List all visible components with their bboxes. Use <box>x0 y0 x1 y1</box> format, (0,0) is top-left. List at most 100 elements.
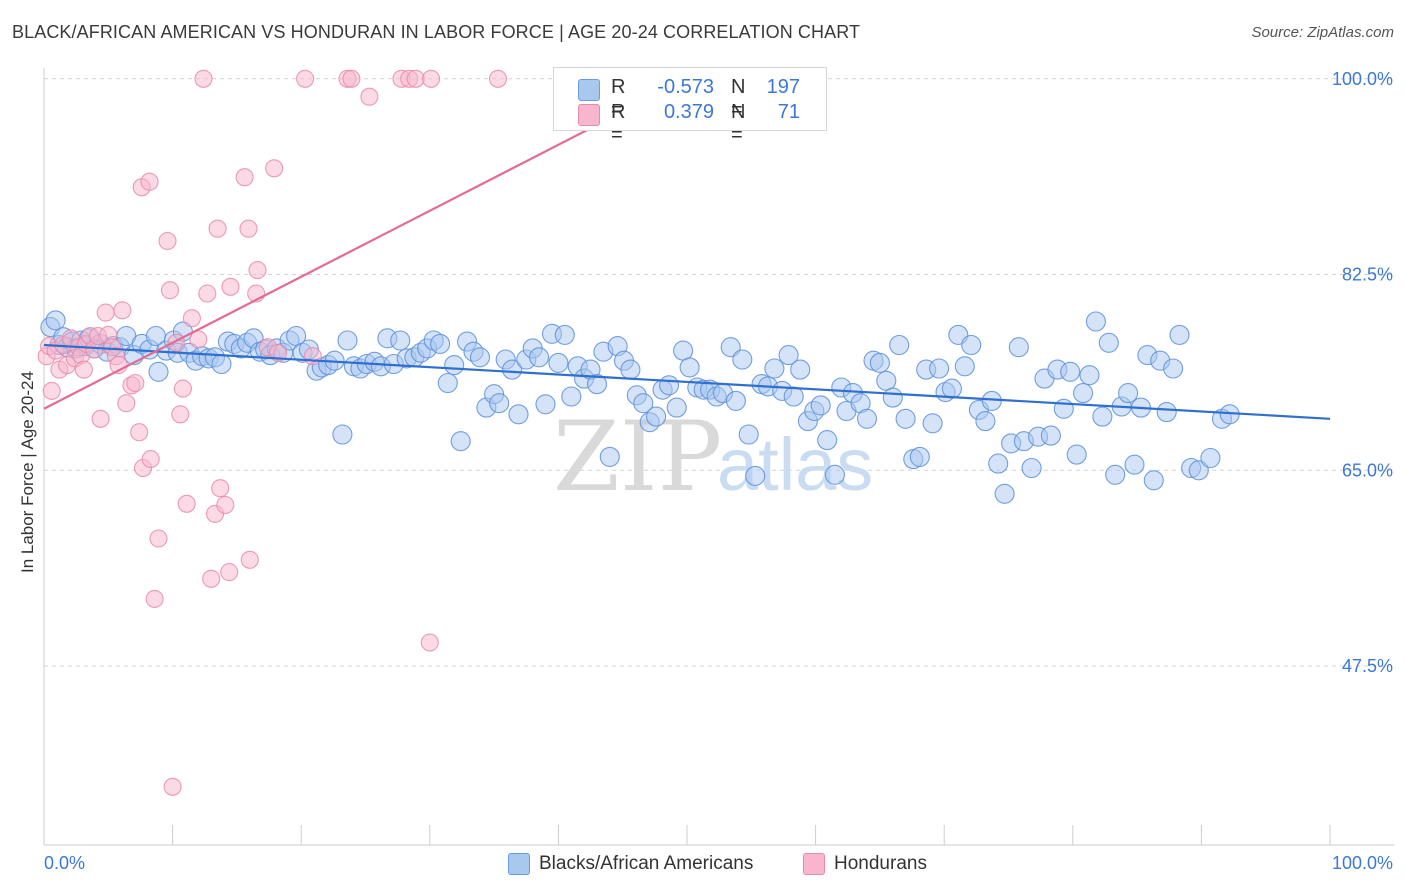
point-hondurans <box>211 479 230 498</box>
point-blacks <box>1060 361 1081 382</box>
point-blacks <box>673 340 694 361</box>
legend-swatch-hondurans <box>803 853 825 875</box>
legend-r-value: -0.573 <box>657 76 714 98</box>
point-hondurans <box>202 569 221 588</box>
point-blacks <box>390 330 411 351</box>
point-blacks <box>646 406 667 427</box>
point-hondurans <box>216 495 235 515</box>
point-hondurans <box>91 409 110 428</box>
legend-swatch-blacks <box>578 79 600 101</box>
point-blacks <box>1085 311 1106 332</box>
point-hondurans <box>74 360 93 379</box>
y-tick-label: 82.5% <box>1342 265 1393 285</box>
point-hondurans <box>488 69 508 88</box>
legend-r-label: R = <box>611 101 626 146</box>
point-blacks <box>1073 383 1094 404</box>
point-blacks <box>1021 457 1042 479</box>
point-blacks <box>1079 365 1100 386</box>
series-legend: Blacks/African Americans Hondurans <box>0 852 1406 878</box>
point-hondurans <box>342 69 361 88</box>
point-hondurans <box>303 347 322 366</box>
point-hondurans <box>140 172 159 191</box>
point-blacks <box>869 352 890 373</box>
point-blacks <box>764 358 785 379</box>
point-blacks <box>824 464 845 485</box>
point-hondurans <box>198 284 217 303</box>
point-blacks <box>882 387 903 408</box>
correlation-legend: R = -0.573 N = 197 R = 0.379 N = 71 <box>553 67 827 146</box>
point-hondurans <box>158 231 177 251</box>
point-blacks <box>211 353 232 375</box>
point-hondurans <box>182 309 201 328</box>
point-hondurans <box>296 69 315 88</box>
point-blacks <box>508 404 529 425</box>
point-blacks <box>954 356 975 377</box>
point-blacks <box>1008 337 1029 358</box>
point-blacks <box>1098 332 1119 353</box>
point-hondurans <box>248 261 267 280</box>
y-tick-label: 100.0% <box>1332 69 1393 89</box>
legend-r-label: R = <box>611 76 626 121</box>
legend-label-hondurans: Hondurans <box>834 853 927 874</box>
point-blacks <box>337 330 358 351</box>
y-axis-label: In Labor Force | Age 20-24 <box>18 371 37 573</box>
point-blacks <box>778 345 799 366</box>
point-blacks <box>1156 402 1177 423</box>
legend-swatch-blacks <box>508 853 530 875</box>
point-blacks <box>548 352 569 373</box>
point-blacks <box>981 390 1002 411</box>
point-hondurans <box>269 343 288 362</box>
grid-layer <box>44 78 1394 667</box>
point-hondurans <box>406 69 425 88</box>
point-blacks <box>444 355 465 376</box>
point-hondurans <box>42 381 61 400</box>
point-hondurans <box>171 405 190 424</box>
trend-line-blacks <box>43 343 1331 420</box>
point-hondurans <box>239 219 258 238</box>
point-blacks <box>941 378 962 399</box>
point-blacks <box>148 361 169 382</box>
point-blacks <box>895 408 916 429</box>
point-hondurans <box>117 394 136 413</box>
point-hondurans <box>177 494 196 513</box>
point-hondurans <box>149 529 168 548</box>
point-blacks <box>554 324 575 345</box>
point-hondurans <box>194 69 213 88</box>
point-blacks <box>1124 454 1145 475</box>
point-blacks <box>332 424 353 445</box>
point-blacks <box>502 359 523 380</box>
point-blacks <box>658 375 680 396</box>
point-hondurans <box>141 450 160 469</box>
point-blacks <box>666 397 687 418</box>
point-blacks <box>889 334 910 356</box>
point-hondurans <box>360 87 379 106</box>
x-tick-label: 0.0% <box>44 853 85 873</box>
point-blacks <box>430 333 451 354</box>
legend-n-label: N = <box>731 101 746 146</box>
point-hondurans <box>240 550 259 569</box>
point-blacks <box>1066 444 1087 465</box>
point-blacks <box>994 483 1015 504</box>
point-blacks <box>725 390 746 411</box>
point-blacks <box>988 453 1009 474</box>
point-blacks <box>738 424 759 445</box>
point-hondurans <box>126 373 145 393</box>
point-blacks <box>561 386 582 407</box>
point-hondurans <box>220 563 239 582</box>
point-blacks <box>437 372 458 394</box>
y-tick-label: 65.0% <box>1342 460 1393 480</box>
point-blacks <box>529 347 550 368</box>
point-hondurans <box>221 277 240 296</box>
point-blacks <box>909 446 930 467</box>
point-blacks <box>586 374 608 395</box>
point-blacks <box>929 358 950 379</box>
legend-n-value: 71 <box>777 101 800 123</box>
legend-n-value: 197 <box>766 76 800 98</box>
point-blacks <box>1143 470 1164 491</box>
point-blacks <box>45 310 66 331</box>
point-blacks <box>810 395 831 416</box>
legend-label-blacks: Blacks/African Americans <box>539 853 754 874</box>
axis-layer <box>43 68 1394 846</box>
point-hondurans <box>189 330 208 349</box>
